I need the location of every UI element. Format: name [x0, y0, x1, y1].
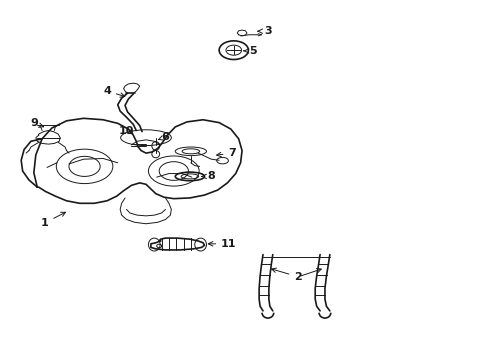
- Text: 8: 8: [201, 171, 215, 181]
- Text: 5: 5: [244, 46, 257, 56]
- Text: 10: 10: [119, 126, 134, 135]
- Text: 9: 9: [30, 118, 43, 128]
- Text: 1: 1: [41, 212, 65, 228]
- Text: 6: 6: [158, 132, 169, 142]
- Text: 2: 2: [271, 268, 302, 282]
- Text: 3: 3: [258, 26, 271, 36]
- Text: 11: 11: [208, 239, 236, 249]
- Text: 4: 4: [103, 86, 124, 97]
- Text: 7: 7: [216, 148, 236, 158]
